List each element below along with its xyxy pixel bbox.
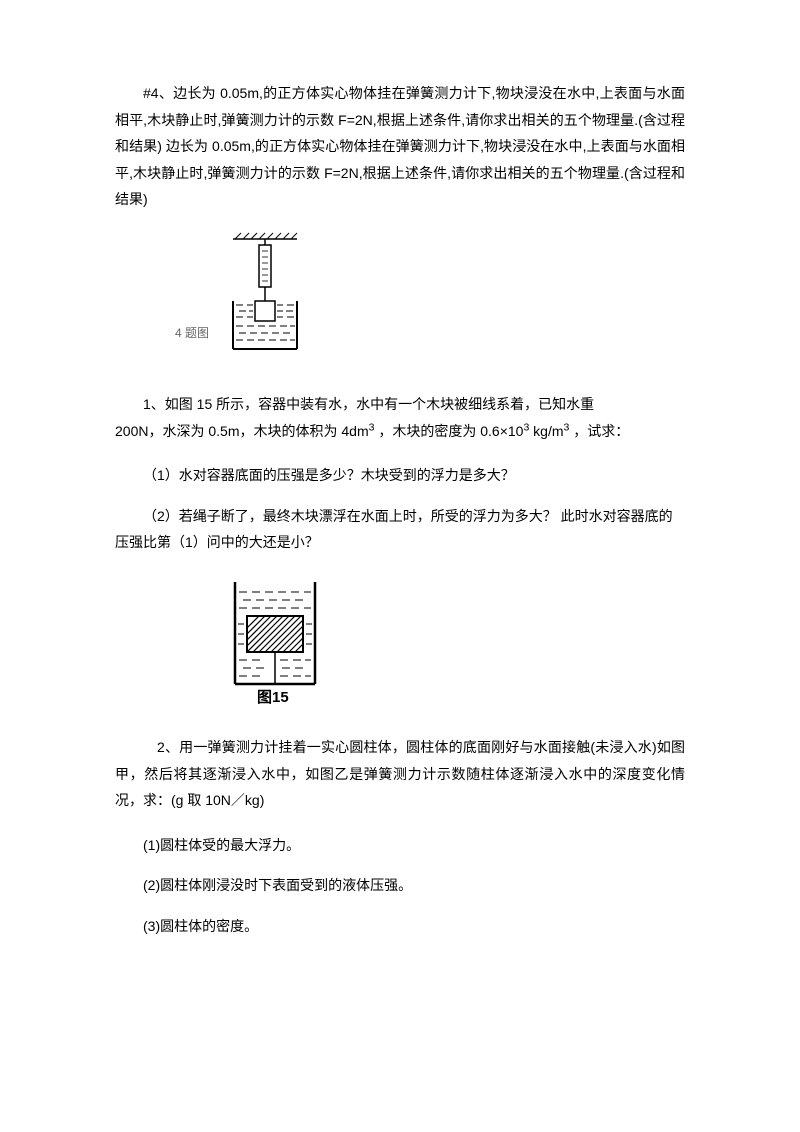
question-1-sub1: （1）水对容器底面的压强是多少？木块受到的浮力是多大？ [115,462,685,489]
question-1-sub2: （2）若绳子断了，最终木块漂浮在水面上时，所受的浮力为多大？ 此时水对容器底的压… [115,503,685,556]
figure-4-svg [225,231,305,361]
figure-15-text: 图15 [257,689,289,706]
figure-4-block: 4 题图 [115,231,685,361]
figure-15-svg: 图15 [225,576,325,706]
figure-4-label: 4 题图 [175,324,209,361]
question-1-intro: 1、如图 15 所示，容器中装有水，水中有一个木块被细线系着，已知水重 200N… [115,391,685,444]
question-2-sub1: (1)圆柱体受的最大浮力。 [115,832,685,859]
q1-line1: 1、如图 15 所示，容器中装有水，水中有一个木块被细线系着，已知水重 [115,391,594,418]
figure-15-block: 图15 [225,576,685,706]
q1-line2-c: kg/m [529,423,563,439]
question-2-sub2: (2)圆柱体刚浸没时下表面受到的液体压强。 [115,872,685,899]
q1-line2-b: ，木块的密度为 0.6×10 [374,423,523,439]
q1-line2-d: ，试求： [569,423,629,439]
q1-line2-a: 200N，水深为 0.5m，木块的体积为 4dm [115,423,369,439]
question-2-intro: 2、用一弹簧测力计挂着一实心圆柱体，圆柱体的底面刚好与水面接触(未浸入水)如图甲… [115,734,685,814]
question-2-sub3: (3)圆柱体的密度。 [115,913,685,940]
question-4-text: #4、边长为 0.05m,的正方体实心物体挂在弹簧测力计下,物块浸没在水中,上表… [115,80,685,213]
